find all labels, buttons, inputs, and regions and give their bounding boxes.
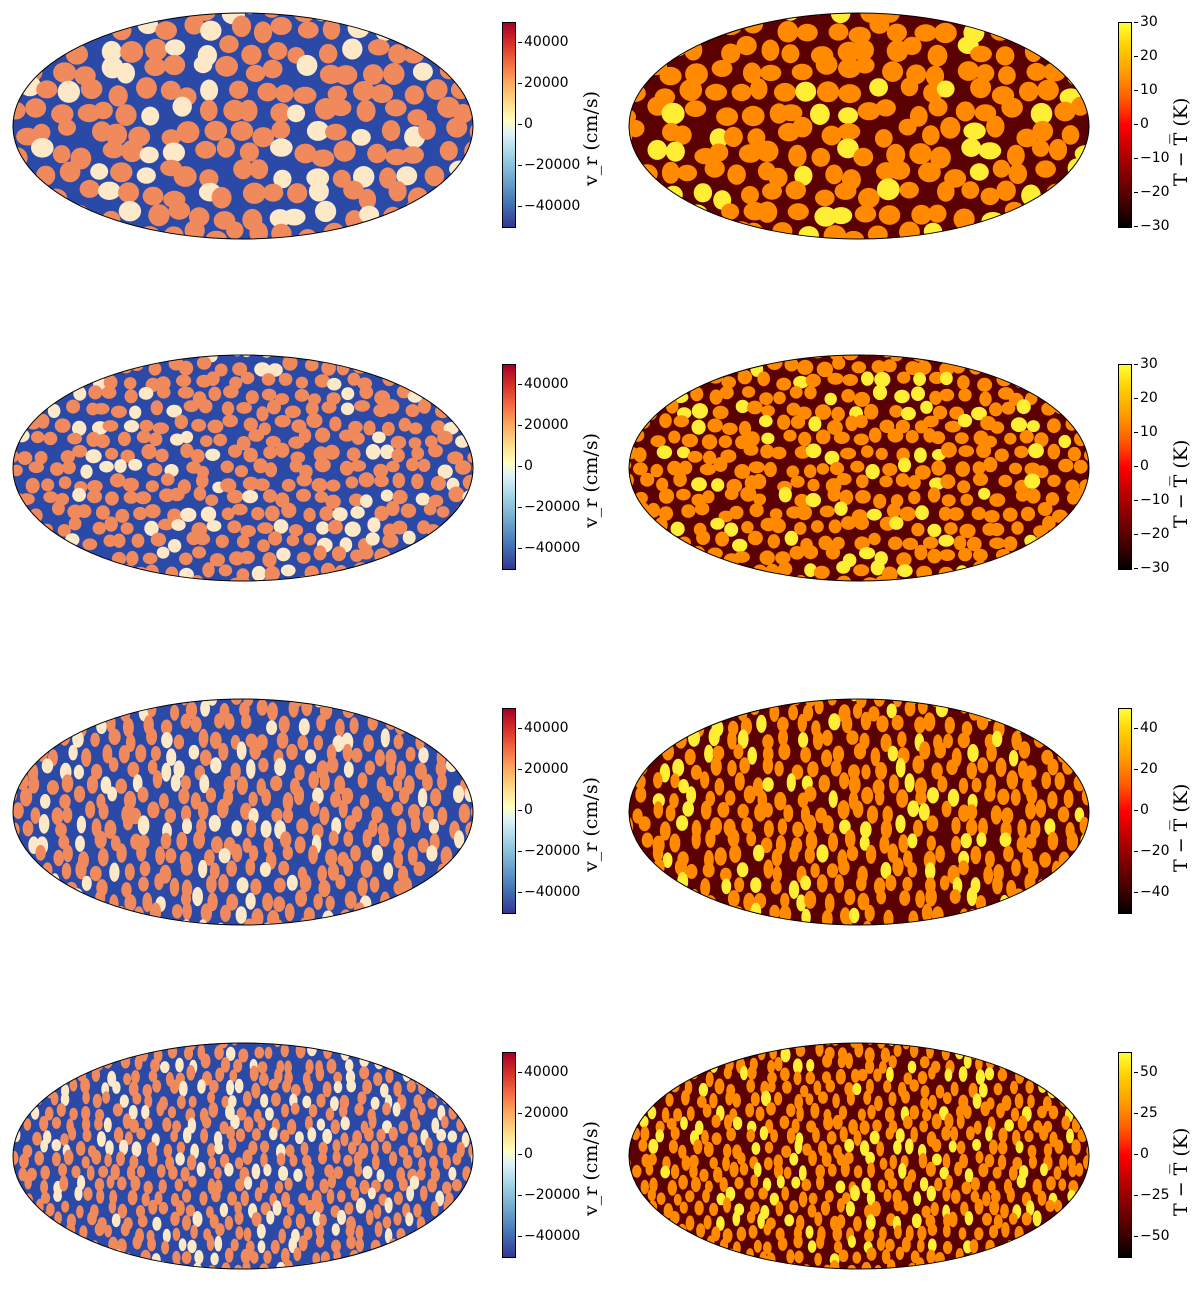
colorbar-tick-label: −20 xyxy=(1134,526,1170,542)
colorbar-tick-label: 10 xyxy=(1134,424,1158,440)
colorbar-tick-label: 40000 xyxy=(518,720,569,737)
velocity-colorbar xyxy=(502,1052,516,1258)
velocity-colorbar-label: v_r (cm/s) xyxy=(580,91,602,186)
colorbar-tick-label: 20 xyxy=(1134,390,1158,406)
temperature-map-2 xyxy=(628,698,1090,926)
radial-velocity-map-1 xyxy=(12,354,474,582)
colorbar-tick-label: 0 xyxy=(518,802,533,818)
colorbar-tick-label: −40000 xyxy=(517,883,581,900)
colorbar-tick-label: 0 xyxy=(1134,1146,1149,1162)
colorbar-tick-label: −40000 xyxy=(517,197,581,214)
colorbar-tick-label: 40 xyxy=(1134,720,1158,737)
colorbar-tick-label: 50 xyxy=(1134,1064,1158,1081)
colorbar-tick-label: 0 xyxy=(1134,802,1149,818)
colorbar-tick-label: 20000 xyxy=(518,417,569,434)
colorbar-tick-label: 40000 xyxy=(518,34,569,51)
colorbar-tick-label: −30 xyxy=(1134,218,1170,234)
temperature-colorbar-label: T − T̅ (K) xyxy=(1170,439,1192,528)
temperature-colorbar-label: T − T̅ (K) xyxy=(1170,97,1192,186)
temperature-map-0 xyxy=(628,12,1090,240)
velocity-colorbar xyxy=(502,22,516,228)
temperature-colorbar xyxy=(1118,708,1132,914)
colorbar-tick-label: 30 xyxy=(1134,356,1158,372)
colorbar-tick-label: 0 xyxy=(518,116,533,132)
radial-velocity-map-3 xyxy=(12,1042,474,1270)
radial-velocity-map-2 xyxy=(12,698,474,926)
colorbar-tick-label: 20000 xyxy=(518,761,569,778)
temperature-map-3 xyxy=(628,1042,1090,1270)
temperature-colorbar xyxy=(1118,22,1132,228)
colorbar-tick-label: 0 xyxy=(1134,458,1149,474)
colorbar-tick-label: 20 xyxy=(1134,761,1158,778)
temperature-map-1 xyxy=(628,354,1090,582)
colorbar-tick-label: 40000 xyxy=(518,1064,569,1081)
colorbar-tick-label: −25 xyxy=(1134,1186,1170,1203)
colorbar-tick-label: 0 xyxy=(518,1146,533,1162)
colorbar-tick-label: 0 xyxy=(518,458,533,474)
radial-velocity-map-0 xyxy=(12,12,474,240)
colorbar-tick-label: −40000 xyxy=(517,539,581,556)
velocity-colorbar-label: v_r (cm/s) xyxy=(580,1121,602,1216)
colorbar-tick-label: −30 xyxy=(1134,560,1170,576)
colorbar-tick-label: −50 xyxy=(1134,1227,1170,1244)
colorbar-tick-label: 20000 xyxy=(518,75,569,92)
colorbar-tick-label: 20 xyxy=(1134,48,1158,64)
colorbar-tick-label: 0 xyxy=(1134,116,1149,132)
colorbar-tick-label: −20000 xyxy=(517,156,581,173)
velocity-colorbar-label: v_r (cm/s) xyxy=(580,777,602,872)
colorbar-tick-label: 10 xyxy=(1134,82,1158,98)
colorbar-tick-label: 20000 xyxy=(518,1105,569,1122)
colorbar-tick-label: −20000 xyxy=(517,1186,581,1203)
colorbar-tick-label: −10 xyxy=(1134,492,1170,508)
velocity-colorbar-label: v_r (cm/s) xyxy=(580,433,602,528)
temperature-colorbar-label: T − T̅ (K) xyxy=(1170,783,1192,872)
colorbar-tick-label: −40000 xyxy=(517,1227,581,1244)
temperature-colorbar-label: T − T̅ (K) xyxy=(1170,1127,1192,1216)
colorbar-tick-label: −20 xyxy=(1134,184,1170,200)
colorbar-tick-label: −20000 xyxy=(517,498,581,515)
colorbar-tick-label: −40 xyxy=(1134,883,1170,900)
colorbar-tick-label: 40000 xyxy=(518,376,569,393)
velocity-colorbar xyxy=(502,708,516,914)
colorbar-tick-label: −10 xyxy=(1134,150,1170,166)
colorbar-tick-label: −20 xyxy=(1134,842,1170,859)
colorbar-tick-label: 25 xyxy=(1134,1105,1158,1122)
temperature-colorbar xyxy=(1118,364,1132,570)
velocity-colorbar xyxy=(502,364,516,570)
colorbar-tick-label: −20000 xyxy=(517,842,581,859)
colorbar-tick-label: 30 xyxy=(1134,14,1158,30)
temperature-colorbar xyxy=(1118,1052,1132,1258)
